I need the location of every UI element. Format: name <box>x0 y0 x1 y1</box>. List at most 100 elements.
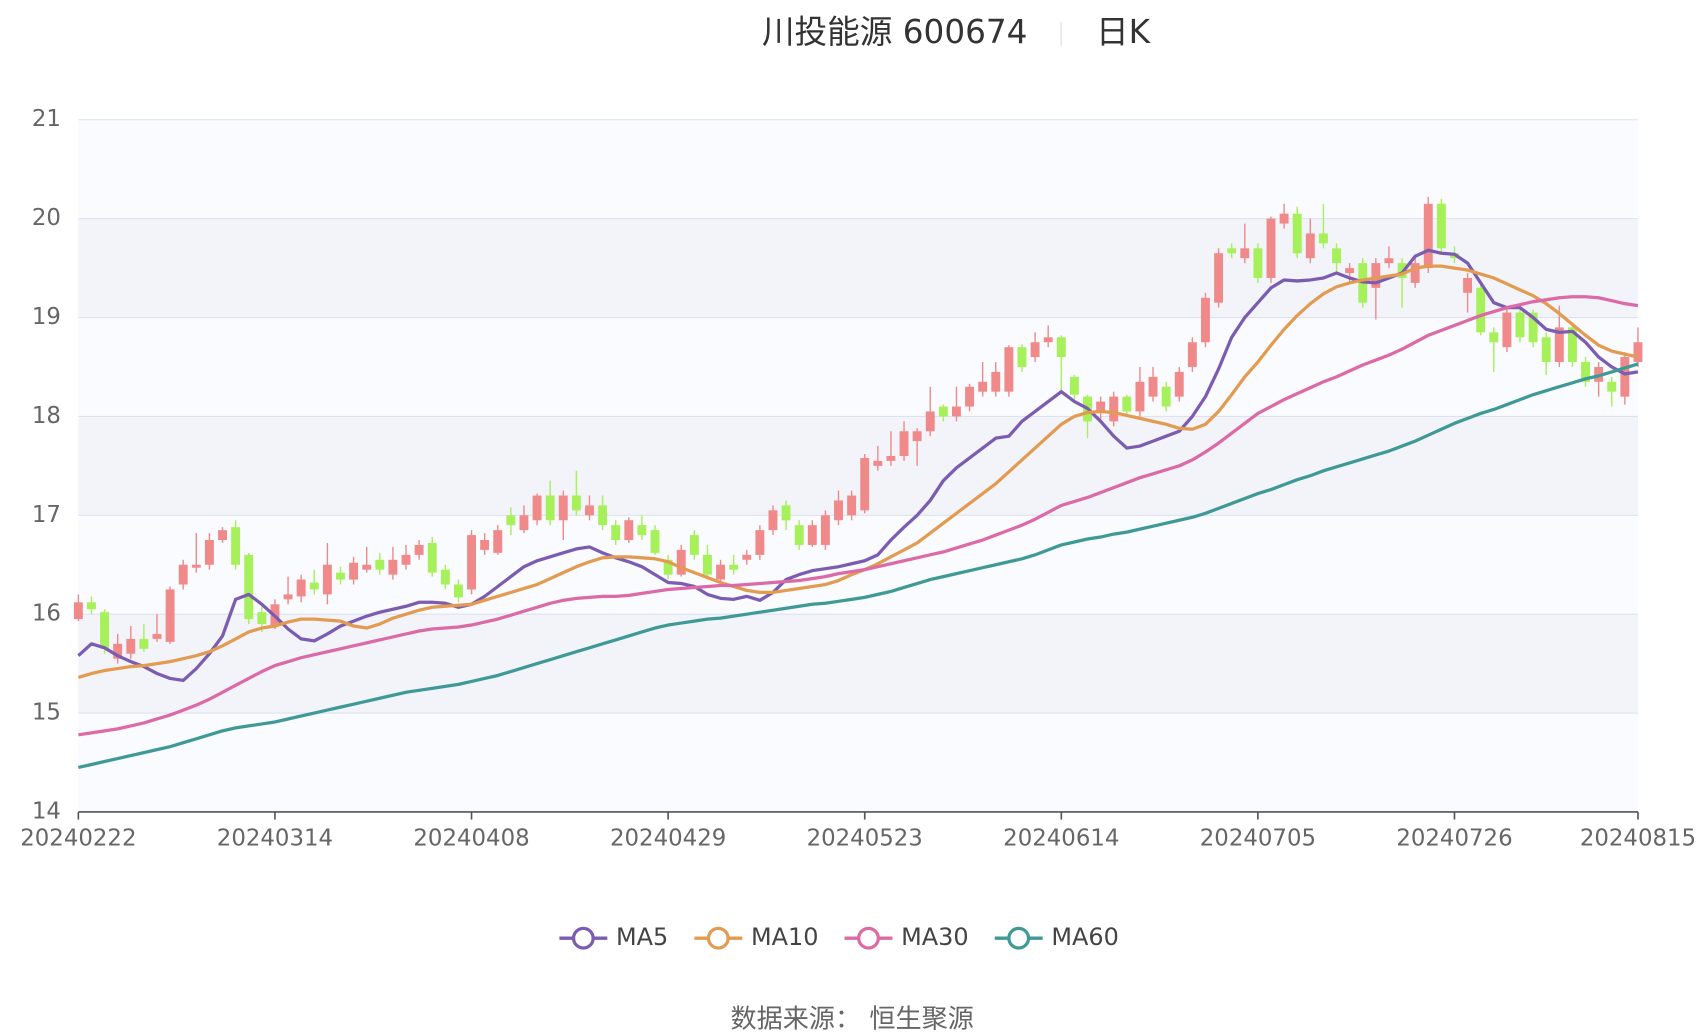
x-tick-label: 20240429 <box>610 826 726 852</box>
candle-body <box>1214 253 1224 303</box>
candle-body <box>362 564 372 570</box>
candle-body <box>742 554 752 560</box>
candle-body <box>218 530 227 541</box>
candle-body <box>1253 248 1263 278</box>
legend-marker <box>1007 926 1031 950</box>
candle-body <box>952 406 961 417</box>
grid-band <box>78 614 1638 714</box>
x-tick-label: 20240726 <box>1396 826 1512 852</box>
legend-marker <box>571 926 595 950</box>
candle-body <box>349 562 359 580</box>
plot-background <box>78 119 1638 812</box>
grid-band <box>78 416 1638 516</box>
plot <box>73 196 1643 770</box>
candle-body <box>113 643 123 659</box>
candle-body <box>1030 342 1040 358</box>
candle-body <box>1148 376 1158 397</box>
candle-body <box>1502 312 1512 348</box>
candle-body <box>87 602 96 610</box>
candle-body <box>309 582 319 590</box>
x-tick-label: 20240314 <box>217 826 333 852</box>
ma-line <box>77 248 1639 683</box>
candle-body <box>860 457 870 511</box>
legend-label: MA10 <box>751 923 818 951</box>
candle-body <box>571 495 581 511</box>
legend-item[interactable]: MA60 <box>994 923 1119 951</box>
grid-band <box>78 317 1638 417</box>
legend-item[interactable]: MA5 <box>559 923 668 951</box>
legend-label: MA5 <box>616 923 668 951</box>
legend: MA5 MA10 MA30 MA60 <box>559 923 1119 951</box>
candle-body <box>1227 248 1237 254</box>
candle-body <box>375 559 385 570</box>
candle-body <box>1463 277 1473 293</box>
y-tick-label: 21 <box>32 106 61 132</box>
x-tick-label: 20240523 <box>807 826 923 852</box>
legend-marker <box>706 926 730 950</box>
candle-body <box>165 589 175 642</box>
candle-body <box>768 510 778 531</box>
candle-body <box>1371 263 1381 288</box>
candle-body <box>336 572 345 580</box>
candle-body <box>781 505 791 521</box>
y-tick-label: 14 <box>32 798 61 824</box>
candle-body <box>467 535 476 590</box>
candle-body <box>729 564 739 570</box>
legend-item[interactable]: MA30 <box>844 923 969 951</box>
y-tick-label: 16 <box>32 601 61 627</box>
candle-body <box>611 525 621 541</box>
candle-body <box>231 527 241 565</box>
candle-body <box>1240 248 1250 259</box>
x-tick-label: 20240222 <box>20 826 136 852</box>
legend-label: MA30 <box>901 923 969 951</box>
x-tick-label: 20240614 <box>1003 826 1119 852</box>
x-tick-label: 20240408 <box>413 826 529 852</box>
candle-body <box>1332 248 1341 264</box>
grid-band <box>78 119 1638 219</box>
candle-body <box>453 584 463 598</box>
grid-band <box>78 713 1638 812</box>
legend-item[interactable]: MA10 <box>694 923 818 951</box>
y-tick-label: 18 <box>32 403 61 429</box>
candle-body <box>204 540 214 565</box>
candle-body <box>244 554 254 620</box>
candle-body <box>938 406 948 417</box>
candle-body <box>807 525 817 545</box>
candle-body <box>480 540 490 550</box>
candle-body <box>532 495 542 521</box>
candle-body <box>912 431 922 442</box>
candle-body <box>545 495 555 521</box>
candle-body <box>1109 396 1119 422</box>
candle-body <box>702 554 712 575</box>
candle-body <box>637 525 647 536</box>
ma-line <box>78 362 1639 770</box>
candle-body <box>1122 396 1132 412</box>
candle-body <box>1541 337 1551 363</box>
candle-body <box>1489 332 1499 343</box>
candle-body <box>493 530 503 553</box>
candle-body <box>755 530 765 555</box>
candle-body <box>126 638 136 654</box>
candle-body <box>1201 297 1210 343</box>
candle-body <box>1056 337 1066 358</box>
candle-body <box>716 564 726 580</box>
candle-body <box>650 530 660 553</box>
candle-body <box>585 505 594 516</box>
candle-body <box>1581 362 1590 382</box>
candle-body <box>401 554 411 565</box>
candle-body <box>1161 386 1171 407</box>
candle-body <box>1423 203 1433 269</box>
candle-body <box>794 525 804 545</box>
source-note: 数据来源： 恒生聚源 <box>731 1004 974 1034</box>
candle-body <box>1476 287 1486 333</box>
candle-body <box>440 569 450 585</box>
candle-body <box>886 455 896 461</box>
candle-body <box>1135 381 1145 412</box>
candle-body <box>322 564 332 595</box>
y-tick-label: 19 <box>32 304 61 330</box>
y-tick-label: 15 <box>32 700 61 726</box>
candle-body <box>1069 376 1079 395</box>
candle-body <box>139 638 149 649</box>
candle-body <box>925 411 935 432</box>
y-tick-label: 20 <box>32 205 61 231</box>
